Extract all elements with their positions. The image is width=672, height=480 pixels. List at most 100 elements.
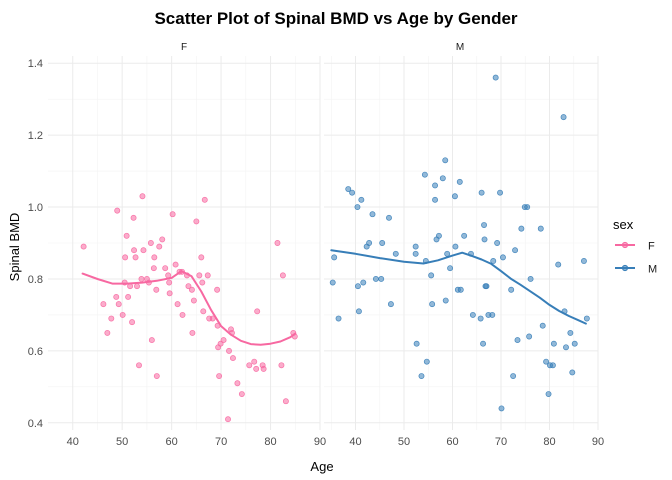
data-point	[193, 218, 200, 225]
y-tick-label: 1.0	[28, 202, 43, 214]
data-point	[508, 286, 515, 293]
data-point	[274, 240, 281, 246]
data-point	[260, 365, 267, 372]
data-point	[115, 301, 122, 308]
facet-f-x-axis-ticks: 40 50 60 70 80 90	[67, 436, 327, 448]
data-point	[80, 243, 87, 250]
legend-item-m: M	[615, 264, 657, 276]
data-point	[369, 211, 376, 218]
x-tick-label: 60	[166, 436, 178, 448]
data-point	[537, 225, 544, 232]
x-tick-label: 70	[215, 436, 227, 448]
data-point	[331, 254, 338, 261]
data-point	[166, 279, 173, 286]
data-point	[478, 189, 485, 196]
data-point	[185, 283, 192, 290]
data-point	[497, 189, 503, 196]
facet-f-smooth	[81, 270, 297, 346]
data-point	[358, 196, 365, 203]
data-point	[246, 362, 253, 369]
data-point	[282, 398, 289, 405]
data-point	[379, 240, 386, 246]
x-axis-label: Age	[310, 459, 333, 474]
facet-f-panel: F 0.4 0.6 0.8 1.0 1.2 1.4 40 50 60 70 80 90	[28, 42, 326, 448]
data-point	[569, 369, 576, 376]
x-tick-label: 40	[67, 436, 79, 448]
data-point	[349, 189, 356, 196]
data-point	[138, 276, 145, 282]
data-point	[150, 265, 157, 272]
facet-m-smooth	[330, 249, 587, 325]
data-point	[214, 286, 221, 293]
data-point	[526, 333, 533, 340]
legend-label-m: M	[648, 264, 657, 276]
data-point	[461, 232, 468, 239]
data-point	[489, 311, 496, 318]
data-point	[100, 301, 107, 308]
data-point	[225, 416, 231, 423]
data-point	[386, 214, 392, 221]
data-point	[156, 243, 163, 250]
data-point	[166, 290, 173, 297]
data-point	[372, 276, 379, 282]
data-point	[179, 311, 186, 318]
data-point	[132, 254, 139, 261]
data-point	[456, 178, 463, 185]
data-point	[134, 283, 140, 290]
legend-label-f: F	[648, 241, 655, 253]
data-point	[514, 337, 521, 344]
data-point	[560, 114, 567, 121]
legend: sex F M	[613, 217, 657, 276]
y-tick-label: 1.2	[28, 130, 43, 142]
data-point	[174, 301, 181, 308]
data-point	[329, 279, 336, 286]
data-point	[518, 225, 525, 232]
x-tick-label: 40	[349, 436, 361, 448]
data-point	[543, 358, 550, 365]
data-point	[159, 236, 166, 243]
data-point	[483, 283, 490, 290]
x-tick-label: 90	[314, 436, 326, 448]
facet-m-panel: M 40 50 60 70 80 90	[324, 42, 604, 448]
data-point	[457, 286, 464, 293]
data-point	[527, 276, 534, 282]
y-axis-ticks: 0.4 0.6 0.8 1.0 1.2 1.4	[28, 58, 43, 430]
data-point	[136, 362, 142, 369]
data-point	[130, 214, 137, 221]
data-point	[140, 247, 147, 254]
data-point	[196, 272, 203, 279]
data-point	[139, 193, 146, 200]
facet-f-strip-label: F	[181, 42, 187, 53]
data-point	[169, 211, 176, 218]
data-point	[189, 329, 196, 336]
chart-title: Scatter Plot of Spinal BMD vs Age by Gen…	[154, 9, 517, 28]
y-tick-label: 0.6	[28, 346, 43, 358]
facet-f-gridlines	[48, 56, 321, 430]
data-point	[567, 329, 574, 336]
y-tick-label: 0.8	[28, 274, 43, 286]
data-point	[412, 250, 419, 257]
data-point	[148, 337, 155, 344]
data-point	[201, 196, 208, 203]
data-point	[580, 258, 587, 264]
data-point	[153, 373, 160, 380]
facet-m-gridlines	[324, 56, 599, 430]
data-point	[360, 279, 367, 286]
data-point	[378, 276, 385, 282]
data-point	[432, 196, 439, 203]
data-point	[477, 315, 484, 322]
data-point	[131, 247, 138, 254]
data-point	[151, 254, 158, 261]
data-point	[571, 340, 578, 347]
data-point	[413, 340, 420, 347]
y-tick-label: 1.4	[28, 58, 43, 70]
data-point	[429, 301, 436, 308]
data-point	[583, 315, 590, 322]
data-point	[122, 254, 129, 261]
data-point	[251, 358, 258, 365]
data-point	[216, 373, 223, 380]
data-point	[226, 347, 232, 354]
data-point	[254, 308, 261, 315]
data-point	[188, 286, 195, 293]
data-point	[119, 311, 126, 318]
